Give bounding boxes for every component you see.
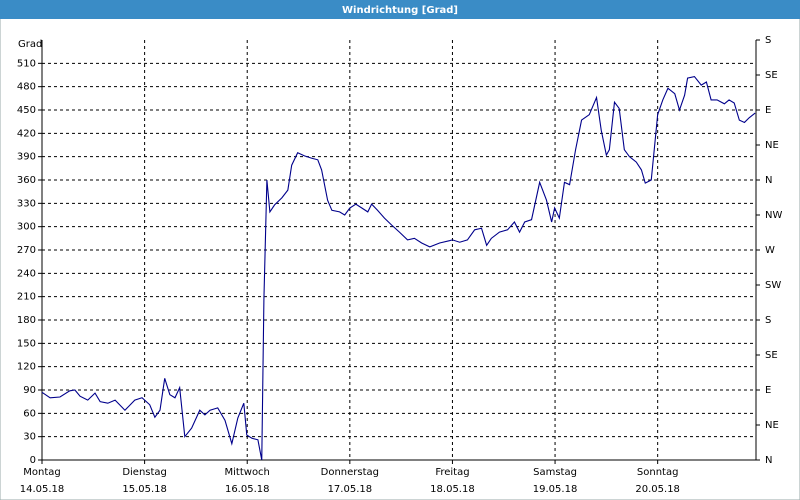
y2-tick-label: SE — [765, 70, 778, 81]
y-axis-label: Grad — [18, 39, 42, 50]
x-tick-date: 19.05.18 — [533, 484, 578, 495]
y-tick-label: 510 — [17, 58, 36, 69]
x-tick-label: Mittwoch — [225, 467, 270, 478]
y2-tick-label: NE — [765, 140, 779, 151]
y2-tick-label: E — [765, 385, 771, 396]
y2-tick-label: NW — [765, 210, 782, 221]
y-tick-label: 180 — [17, 315, 36, 326]
y2-tick-label: SW — [765, 280, 781, 291]
y-tick-label: 90 — [23, 385, 36, 396]
y2-tick-label: NE — [765, 420, 779, 431]
x-tick-date: 16.05.18 — [225, 484, 270, 495]
y-tick-label: 480 — [17, 82, 36, 93]
y-tick-label: 150 — [17, 338, 36, 349]
y2-tick-label: S — [765, 315, 771, 326]
x-tick-date: 17.05.18 — [328, 484, 373, 495]
y-tick-label: 300 — [17, 222, 36, 233]
y-tick-label: 390 — [17, 152, 36, 163]
y-tick-label: 270 — [17, 245, 36, 256]
x-tick-label: Samstag — [533, 467, 577, 478]
x-tick-label: Dienstag — [122, 467, 167, 478]
y-tick-label: 210 — [17, 292, 36, 303]
chart-title: Windrichtung [Grad] — [342, 5, 458, 16]
x-tick-label: Freitag — [435, 467, 469, 478]
y-tick-label: 240 — [17, 268, 36, 279]
y2-tick-label: SE — [765, 350, 778, 361]
y-tick-label: 420 — [17, 128, 36, 139]
y2-tick-label: W — [765, 245, 775, 256]
y2-tick-label: N — [765, 455, 772, 466]
x-tick-label: Sonntag — [637, 467, 679, 478]
y-tick-label: 30 — [23, 432, 36, 443]
y-tick-label: 60 — [23, 408, 36, 419]
y-tick-label: 360 — [17, 175, 36, 186]
y-tick-label: 0 — [30, 455, 36, 466]
x-tick-date: 14.05.18 — [20, 484, 65, 495]
y-tick-label: 450 — [17, 105, 36, 116]
x-tick-label: Donnerstag — [321, 467, 379, 478]
y2-tick-label: S — [765, 35, 771, 46]
series-line — [41, 75, 756, 461]
y2-tick-label: N — [765, 175, 772, 186]
title-bar — [0, 0, 800, 19]
x-tick-label: Montag — [23, 467, 60, 478]
y-tick-label: 120 — [17, 362, 36, 373]
x-tick-date: 18.05.18 — [430, 484, 475, 495]
y2-tick-label: E — [765, 105, 771, 116]
y-tick-label: 330 — [17, 198, 36, 209]
x-tick-date: 15.05.18 — [122, 484, 167, 495]
x-tick-date: 20.05.18 — [635, 484, 680, 495]
